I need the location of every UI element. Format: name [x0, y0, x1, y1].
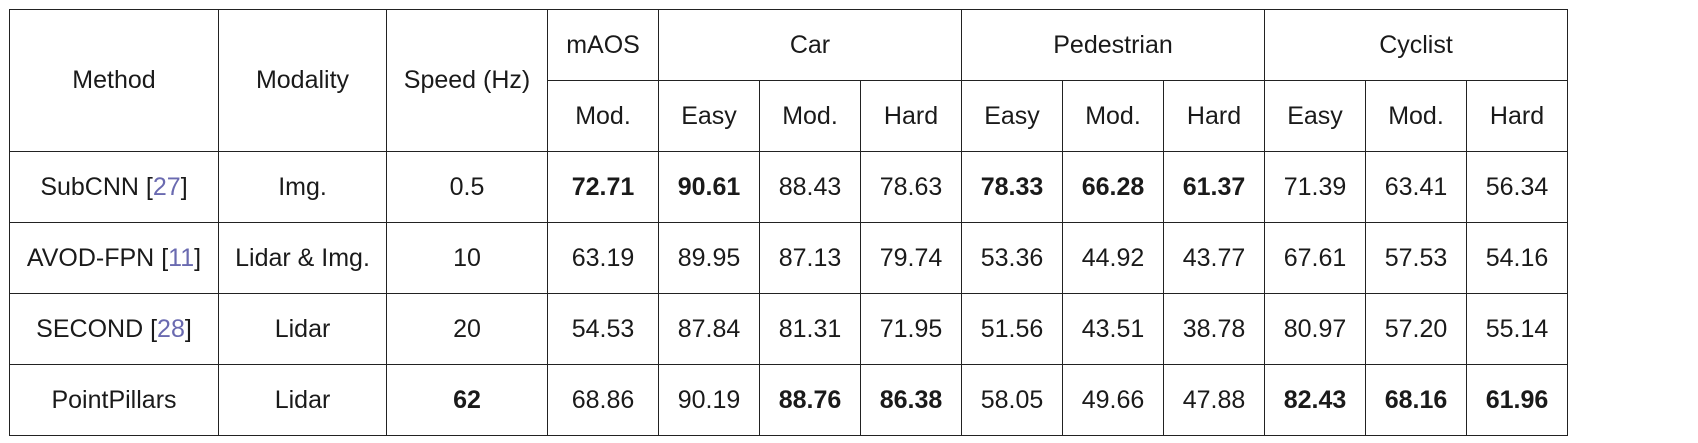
- cell-car-mod: 87.13: [759, 222, 861, 294]
- header-group-car: Car: [658, 9, 962, 81]
- header-cyc-mod: Mod.: [1365, 80, 1467, 152]
- cell-maos: 72.71: [547, 151, 659, 223]
- cell-ped-mod: 66.28: [1062, 151, 1164, 223]
- method-name: PointPillars: [51, 385, 177, 414]
- cell-cyc-hard: 55.14: [1466, 293, 1568, 365]
- cell-car-hard: 79.74: [860, 222, 962, 294]
- method-name: SECOND: [36, 314, 144, 343]
- cell-ped-mod: 44.92: [1062, 222, 1164, 294]
- cell-modality: Lidar: [218, 364, 387, 436]
- cell-cyc-hard: 56.34: [1466, 151, 1568, 223]
- citation-link[interactable]: 28: [157, 314, 185, 343]
- cell-ped-easy: 51.56: [961, 293, 1063, 365]
- cell-maos: 54.53: [547, 293, 659, 365]
- cell-car-hard: 78.63: [860, 151, 962, 223]
- results-table-container: Method Modality Speed (Hz) mAOS Car Pede…: [9, 9, 1568, 436]
- cell-cyc-easy: 82.43: [1264, 364, 1366, 436]
- citation-link[interactable]: 27: [152, 172, 181, 201]
- citation-link[interactable]: 11: [168, 243, 195, 272]
- cell-ped-hard: 38.78: [1163, 293, 1265, 365]
- method-name: AVOD-FPN: [26, 243, 155, 272]
- header-maos-mod: Mod.: [547, 80, 659, 152]
- header-speed: Speed (Hz): [386, 9, 548, 152]
- cell-method: AVOD-FPN [11]: [9, 222, 219, 294]
- cell-car-mod: 88.76: [759, 364, 861, 436]
- header-method: Method: [9, 9, 219, 152]
- cell-car-easy: 89.95: [658, 222, 760, 294]
- cell-speed: 62: [386, 364, 548, 436]
- cell-maos: 63.19: [547, 222, 659, 294]
- cell-car-mod: 88.43: [759, 151, 861, 223]
- cell-car-hard: 71.95: [860, 293, 962, 365]
- cell-cyc-easy: 80.97: [1264, 293, 1366, 365]
- cell-speed: 0.5: [386, 151, 548, 223]
- cell-car-hard: 86.38: [860, 364, 962, 436]
- method-name: SubCNN: [40, 172, 139, 201]
- cell-method: SubCNN [27]: [9, 151, 219, 223]
- cell-cyc-easy: 67.61: [1264, 222, 1366, 294]
- cell-speed: 10: [386, 222, 548, 294]
- cell-method: SECOND [28]: [9, 293, 219, 365]
- header-maos: mAOS: [547, 9, 659, 81]
- cell-cyc-hard: 61.96: [1466, 364, 1568, 436]
- cell-cyc-mod: 63.41: [1365, 151, 1467, 223]
- cell-modality: Lidar & Img.: [218, 222, 387, 294]
- cell-ped-mod: 43.51: [1062, 293, 1164, 365]
- cell-maos: 68.86: [547, 364, 659, 436]
- results-table: Method Modality Speed (Hz) mAOS Car Pede…: [9, 9, 1568, 436]
- header-row-1: Method Modality Speed (Hz) mAOS Car Pede…: [9, 9, 1568, 152]
- cell-modality: Lidar: [218, 293, 387, 365]
- cell-ped-easy: 53.36: [961, 222, 1063, 294]
- cell-ped-hard: 47.88: [1163, 364, 1265, 436]
- cell-cyc-mod: 57.53: [1365, 222, 1467, 294]
- cell-ped-easy: 78.33: [961, 151, 1063, 223]
- cell-ped-hard: 43.77: [1163, 222, 1265, 294]
- header-car-hard: Hard: [860, 80, 962, 152]
- cell-method: PointPillars: [9, 364, 219, 436]
- table-body: SubCNN [27] Img. 0.5 72.71 90.61 88.43 78.63 78…: [9, 151, 1568, 436]
- cell-speed: 20: [386, 293, 548, 365]
- cell-ped-hard: 61.37: [1163, 151, 1265, 223]
- table-row: SECOND [28] Lidar 20 54.53 87.84 81.31 71.95 51…: [9, 293, 1568, 365]
- header-ped-easy: Easy: [961, 80, 1063, 152]
- header-group-pedestrian: Pedestrian: [961, 9, 1265, 81]
- cell-car-mod: 81.31: [759, 293, 861, 365]
- cell-car-easy: 90.61: [658, 151, 760, 223]
- cell-cyc-easy: 71.39: [1264, 151, 1366, 223]
- header-cyc-easy: Easy: [1264, 80, 1366, 152]
- cell-ped-mod: 49.66: [1062, 364, 1164, 436]
- table-row: PointPillars Lidar 62 68.86 90.19 88.76 86.38 5…: [9, 364, 1568, 436]
- cell-modality: Img.: [218, 151, 387, 223]
- header-ped-mod: Mod.: [1062, 80, 1164, 152]
- header-group-cyclist: Cyclist: [1264, 9, 1568, 81]
- table-row: AVOD-FPN [11] Lidar & Img. 10 63.19 89.95 87.…: [9, 222, 1568, 294]
- header-modality: Modality: [218, 9, 387, 152]
- header-ped-hard: Hard: [1163, 80, 1265, 152]
- header-car-easy: Easy: [658, 80, 760, 152]
- header-car-mod: Mod.: [759, 80, 861, 152]
- cell-car-easy: 90.19: [658, 364, 760, 436]
- cell-cyc-mod: 57.20: [1365, 293, 1467, 365]
- cell-ped-easy: 58.05: [961, 364, 1063, 436]
- table-row: SubCNN [27] Img. 0.5 72.71 90.61 88.43 78.63 78…: [9, 151, 1568, 223]
- cell-car-easy: 87.84: [658, 293, 760, 365]
- cell-cyc-mod: 68.16: [1365, 364, 1467, 436]
- header-cyc-hard: Hard: [1466, 80, 1568, 152]
- cell-cyc-hard: 54.16: [1466, 222, 1568, 294]
